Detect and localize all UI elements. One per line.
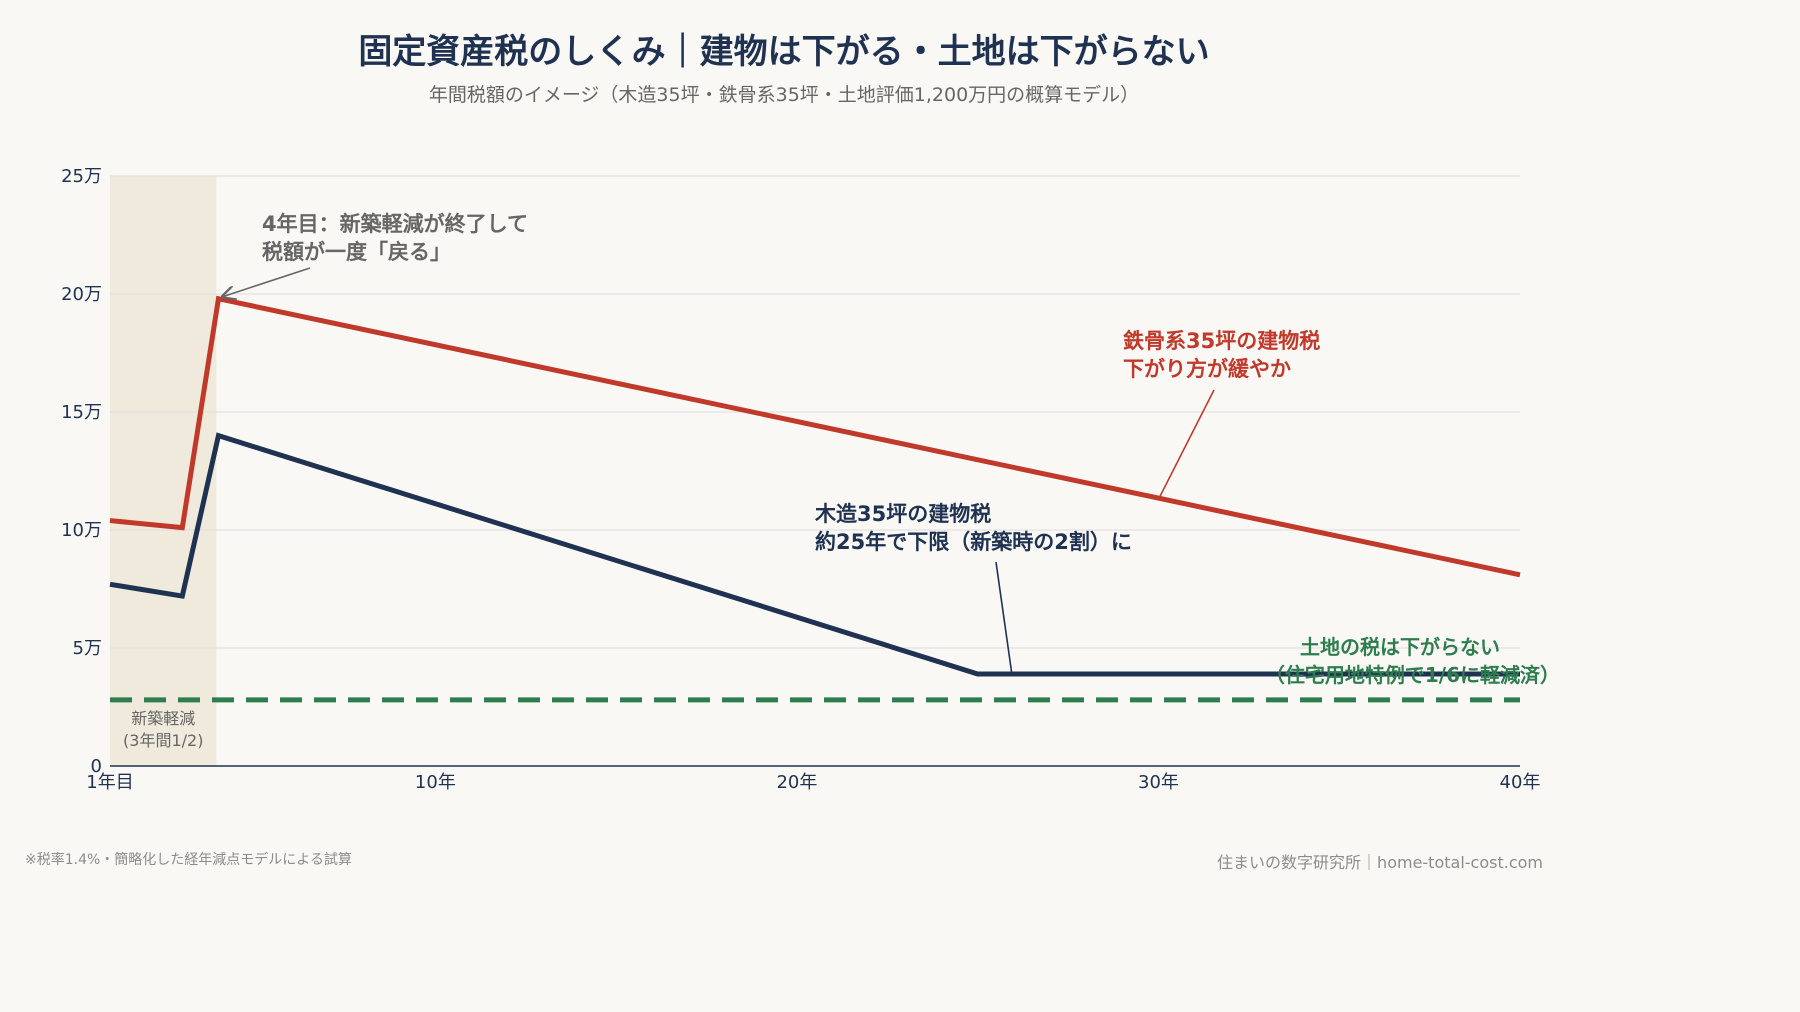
new-build-band-sublabel: (3年間1/2) (123, 731, 203, 750)
x-tick-label: 40年 (1500, 772, 1541, 793)
annotation-year4-line2: 税額が一度「戻る」 (262, 240, 451, 264)
series-line-wood (109, 432, 1520, 677)
annotation-steel-line1: 鉄骨系35坪の建物税 (1123, 329, 1320, 353)
y-tick-label: 15万 (61, 402, 102, 423)
annotation-land-line1: 土地の税は下がらない (1300, 635, 1500, 659)
y-tick-label: 5万 (73, 638, 102, 659)
annotation-year4-arrow (222, 267, 311, 297)
y-tick-label: 25万 (61, 166, 102, 187)
footnote-method: ※税率1.4%・簡略化した経年減点モデルによる試算 (25, 852, 352, 868)
y-tick-label: 20万 (61, 284, 102, 305)
tax-line-chart: 新築軽減 (3年間1/2) 0 5万 10万 15万 20万 25万 1年目 10年 20年 30年… (61, 166, 1560, 793)
chart-title: 固定資産税のしくみ｜建物は下がる・土地は下がらない (358, 32, 1210, 72)
y-tick-label: 10万 (61, 520, 102, 541)
footnote-source: 住まいの数字研究所｜home-total-cost.com (1217, 853, 1543, 872)
x-tick-label: 1年目 (86, 772, 133, 793)
annotation-steel-leader (1157, 389, 1215, 500)
annotation-wood-line1: 木造35坪の建物税 (814, 502, 991, 526)
new-build-reduction-band (110, 176, 217, 766)
chart-subtitle: 年間税額のイメージ（木造35坪・鉄骨系35坪・土地評価1,200万円の概算モデル… (428, 84, 1140, 106)
series-line-steel (109, 295, 1521, 578)
y-tick-label: 0 (91, 756, 102, 777)
x-tick-label: 20年 (776, 772, 817, 793)
annotation-wood-line2: 約25年で下限（新築時の2割）に (815, 530, 1132, 554)
annotation-steel-line2: 下がり方が緩やか (1123, 357, 1291, 381)
annotation-year4-line1: 4年目：新築軽減が終了して (262, 212, 528, 236)
new-build-band-label: 新築軽減 (131, 709, 195, 728)
x-tick-label: 10年 (415, 772, 456, 793)
annotation-wood-leader (995, 561, 1013, 675)
annotation-land-line2: （住宅用地特例で1/6に軽減済） (1265, 663, 1560, 687)
x-tick-label: 30年 (1138, 772, 1179, 793)
